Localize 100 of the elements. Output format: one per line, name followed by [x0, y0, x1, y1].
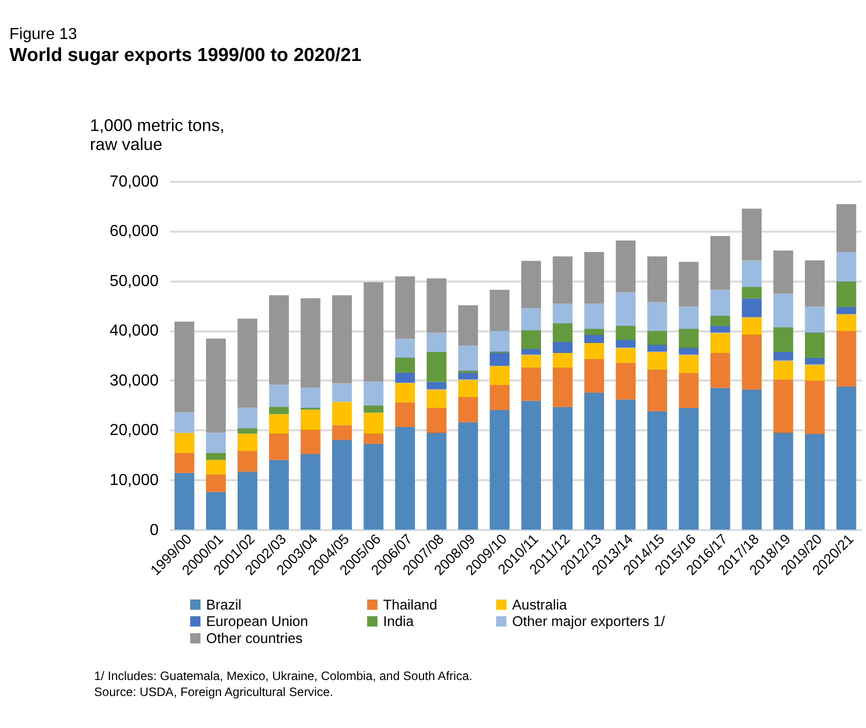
bar — [804, 260, 825, 307]
bar — [804, 364, 825, 380]
bar — [426, 382, 446, 390]
bar — [174, 452, 194, 473]
bar — [395, 382, 415, 402]
bar — [804, 306, 825, 333]
bar — [426, 352, 446, 382]
bar — [584, 252, 604, 304]
bar — [521, 354, 542, 368]
bar — [836, 281, 856, 307]
chart-subtitle: World sugar exports 1999/00 to 2020/21 — [9, 44, 362, 65]
bar — [804, 357, 825, 364]
bar — [616, 399, 636, 530]
bar — [647, 411, 668, 530]
bar — [521, 400, 542, 530]
bar — [206, 452, 226, 460]
bar — [238, 434, 258, 451]
bar — [300, 298, 320, 388]
y-tick-label: 50,000 — [110, 272, 159, 290]
bar — [238, 408, 258, 428]
bar — [584, 358, 604, 392]
bar — [584, 334, 604, 343]
bar — [647, 331, 668, 344]
bar — [678, 347, 699, 354]
bar — [742, 317, 762, 335]
legend-label: Thailand — [383, 596, 438, 612]
bar — [174, 322, 194, 412]
bar — [710, 290, 730, 316]
legend-label: Brazil — [206, 596, 242, 612]
bar — [521, 260, 542, 308]
y-tick-label: 70,000 — [110, 173, 159, 190]
bar — [300, 410, 320, 430]
bar — [584, 304, 604, 329]
bar — [395, 357, 415, 372]
bar — [458, 422, 478, 530]
bar — [426, 432, 446, 530]
bar — [269, 295, 289, 385]
bar — [647, 302, 668, 332]
bar — [836, 252, 856, 282]
bar — [300, 454, 320, 530]
bar — [616, 326, 636, 340]
legend-label: Other countries — [206, 630, 303, 646]
bar — [710, 352, 730, 388]
bar — [426, 278, 446, 333]
bar — [773, 352, 794, 360]
bar — [364, 405, 384, 413]
bar — [206, 492, 226, 530]
bar — [490, 384, 510, 410]
bar — [269, 460, 289, 530]
bar — [238, 471, 258, 530]
bar — [804, 380, 825, 434]
text: Figure 13 — [9, 26, 78, 44]
bar — [616, 240, 636, 292]
bar — [332, 402, 352, 426]
bar — [552, 342, 573, 353]
bar — [647, 344, 668, 352]
bar — [773, 250, 794, 294]
y-tick-label: 60,000 — [110, 223, 159, 240]
bar — [584, 343, 604, 359]
legend-label: Other major exporters 1/ — [512, 613, 666, 630]
bar — [174, 432, 194, 453]
bar — [174, 472, 194, 530]
bar — [364, 444, 384, 530]
bar — [552, 352, 573, 368]
bar — [616, 340, 636, 348]
bar — [490, 331, 510, 352]
bar — [742, 208, 762, 260]
bar — [773, 432, 794, 530]
bar — [804, 332, 825, 358]
bar — [552, 406, 573, 530]
bar — [647, 256, 668, 302]
y-tick-label: 40,000 — [110, 322, 159, 340]
bar — [426, 332, 446, 352]
bar — [269, 384, 289, 407]
y-axis-title: 1,000 metric tons, raw value — [90, 116, 225, 154]
bar — [490, 290, 510, 332]
bar — [395, 338, 415, 358]
bar — [269, 414, 289, 434]
bar — [584, 392, 604, 530]
bar — [206, 338, 226, 433]
bar — [678, 408, 699, 530]
bar — [174, 412, 194, 433]
bar — [332, 295, 352, 384]
bar — [742, 260, 762, 287]
bar — [490, 366, 510, 385]
bar — [836, 314, 856, 332]
bar — [238, 450, 258, 472]
bar — [395, 372, 415, 383]
bar — [678, 306, 699, 329]
bar — [238, 318, 258, 408]
bar — [836, 306, 856, 314]
y-tick-label: 0 — [150, 522, 159, 539]
bar — [678, 262, 699, 307]
bar — [364, 412, 384, 434]
bar — [458, 345, 478, 370]
bar — [332, 440, 352, 530]
bar — [710, 332, 730, 353]
bar — [206, 460, 226, 474]
bar — [773, 327, 794, 352]
bar — [804, 434, 825, 530]
